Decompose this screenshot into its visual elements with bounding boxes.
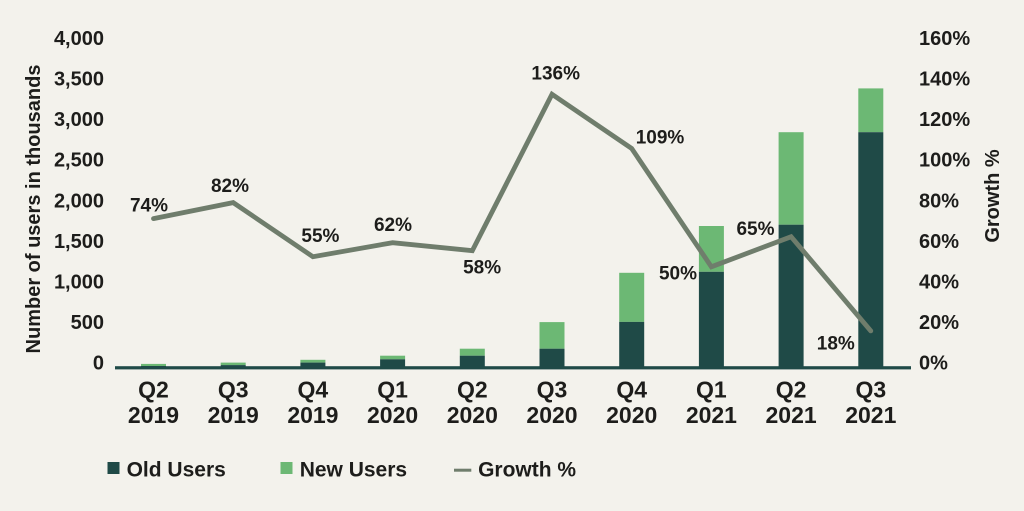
svg-text:2020: 2020 — [526, 402, 577, 428]
svg-text:50%: 50% — [659, 264, 697, 285]
svg-text:2021: 2021 — [766, 402, 817, 428]
svg-text:2019: 2019 — [128, 402, 179, 428]
svg-text:65%: 65% — [736, 219, 774, 240]
svg-text:80%: 80% — [919, 190, 959, 212]
svg-text:Q4: Q4 — [616, 377, 647, 403]
svg-text:55%: 55% — [301, 226, 339, 247]
svg-text:2020: 2020 — [606, 402, 657, 428]
svg-text:Q2: Q2 — [457, 377, 488, 403]
svg-text:2021: 2021 — [686, 402, 737, 428]
svg-text:2020: 2020 — [367, 402, 418, 428]
svg-text:2020: 2020 — [447, 402, 498, 428]
svg-text:Growth %: Growth % — [478, 458, 576, 481]
svg-text:4,000: 4,000 — [54, 28, 104, 50]
svg-text:40%: 40% — [919, 272, 959, 294]
svg-text:500: 500 — [71, 312, 104, 334]
svg-text:120%: 120% — [919, 109, 970, 131]
svg-text:Old Users: Old Users — [127, 458, 226, 481]
svg-text:140%: 140% — [919, 69, 970, 91]
svg-text:Q3: Q3 — [537, 377, 568, 403]
svg-text:109%: 109% — [636, 127, 685, 148]
svg-text:Q3: Q3 — [855, 377, 886, 403]
svg-text:18%: 18% — [817, 333, 855, 354]
svg-text:Q2: Q2 — [138, 377, 169, 403]
svg-text:2019: 2019 — [208, 402, 259, 428]
svg-text:82%: 82% — [211, 176, 249, 197]
svg-text:New Users: New Users — [300, 458, 407, 481]
svg-text:2,500: 2,500 — [54, 150, 104, 172]
svg-text:Q4: Q4 — [298, 377, 329, 403]
svg-text:20%: 20% — [919, 312, 959, 334]
svg-text:3,000: 3,000 — [54, 109, 104, 131]
svg-text:2,000: 2,000 — [54, 190, 104, 212]
svg-text:Number of users in thousands: Number of users in thousands — [23, 65, 45, 354]
svg-text:74%: 74% — [130, 195, 168, 216]
svg-text:60%: 60% — [919, 231, 959, 253]
svg-text:100%: 100% — [919, 150, 970, 172]
svg-text:136%: 136% — [531, 64, 580, 85]
svg-text:Q2: Q2 — [776, 377, 807, 403]
svg-text:Q1: Q1 — [377, 377, 408, 403]
svg-text:62%: 62% — [374, 215, 412, 236]
svg-text:Q3: Q3 — [218, 377, 249, 403]
svg-text:1,000: 1,000 — [54, 272, 104, 294]
svg-text:0%: 0% — [919, 353, 948, 375]
svg-text:0: 0 — [93, 353, 104, 375]
svg-text:Growth %: Growth % — [982, 149, 1004, 243]
svg-text:2019: 2019 — [287, 402, 338, 428]
svg-text:160%: 160% — [919, 28, 970, 50]
svg-text:58%: 58% — [463, 257, 501, 278]
svg-text:Q1: Q1 — [696, 377, 727, 403]
svg-text:2021: 2021 — [845, 402, 896, 428]
svg-text:1,500: 1,500 — [54, 231, 104, 253]
svg-text:3,500: 3,500 — [54, 69, 104, 91]
